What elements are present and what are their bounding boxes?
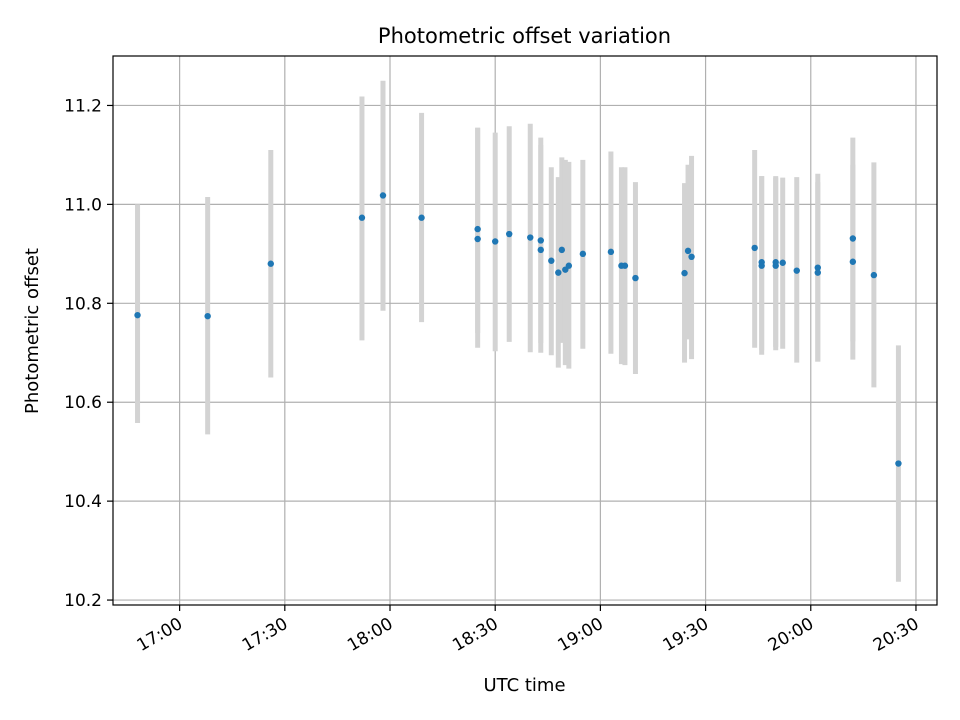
- x-axis-title: UTC time: [483, 675, 565, 696]
- data-point: [779, 259, 786, 266]
- data-point: [267, 260, 274, 267]
- data-point: [358, 214, 366, 221]
- data-point: [537, 237, 544, 244]
- data-point: [527, 234, 534, 241]
- data-point: [870, 271, 878, 279]
- data-point: [632, 274, 639, 282]
- y-tick-label: 11.2: [64, 96, 102, 116]
- data-point: [772, 259, 779, 266]
- data-point: [506, 230, 513, 238]
- y-tick-label: 10.4: [64, 492, 102, 512]
- data-point: [607, 248, 615, 256]
- data-point: [379, 192, 387, 199]
- y-tick-label: 10.6: [64, 393, 102, 413]
- data-point: [849, 258, 857, 265]
- data-point: [558, 246, 566, 254]
- data-point: [849, 235, 857, 242]
- data-point: [814, 269, 821, 276]
- y-axis-title: Photometric offset: [22, 248, 43, 414]
- data-point: [474, 235, 481, 243]
- data-point: [895, 460, 902, 467]
- plot-frame: [112, 55, 938, 606]
- y-tick-label: 10.2: [64, 591, 102, 611]
- data-point: [751, 244, 758, 252]
- data-point: [474, 225, 481, 233]
- data-point: [134, 311, 141, 319]
- data-point: [204, 312, 211, 320]
- data-point: [565, 262, 573, 269]
- data-point: [537, 246, 544, 254]
- chart-title: Photometric offset variation: [378, 24, 671, 48]
- data-point: [688, 253, 695, 261]
- data-point: [793, 267, 800, 274]
- data-point: [681, 269, 688, 277]
- data-point: [579, 250, 587, 258]
- y-tick-label: 11.0: [64, 195, 102, 215]
- point-layer: [134, 192, 902, 467]
- data-point: [684, 247, 692, 255]
- data-point: [555, 269, 562, 276]
- data-point: [491, 238, 499, 245]
- data-point: [758, 259, 765, 266]
- data-point: [814, 264, 821, 271]
- data-point: [621, 262, 629, 269]
- data-point: [548, 257, 555, 264]
- data-point: [418, 214, 425, 221]
- y-tick-label: 10.8: [64, 294, 102, 314]
